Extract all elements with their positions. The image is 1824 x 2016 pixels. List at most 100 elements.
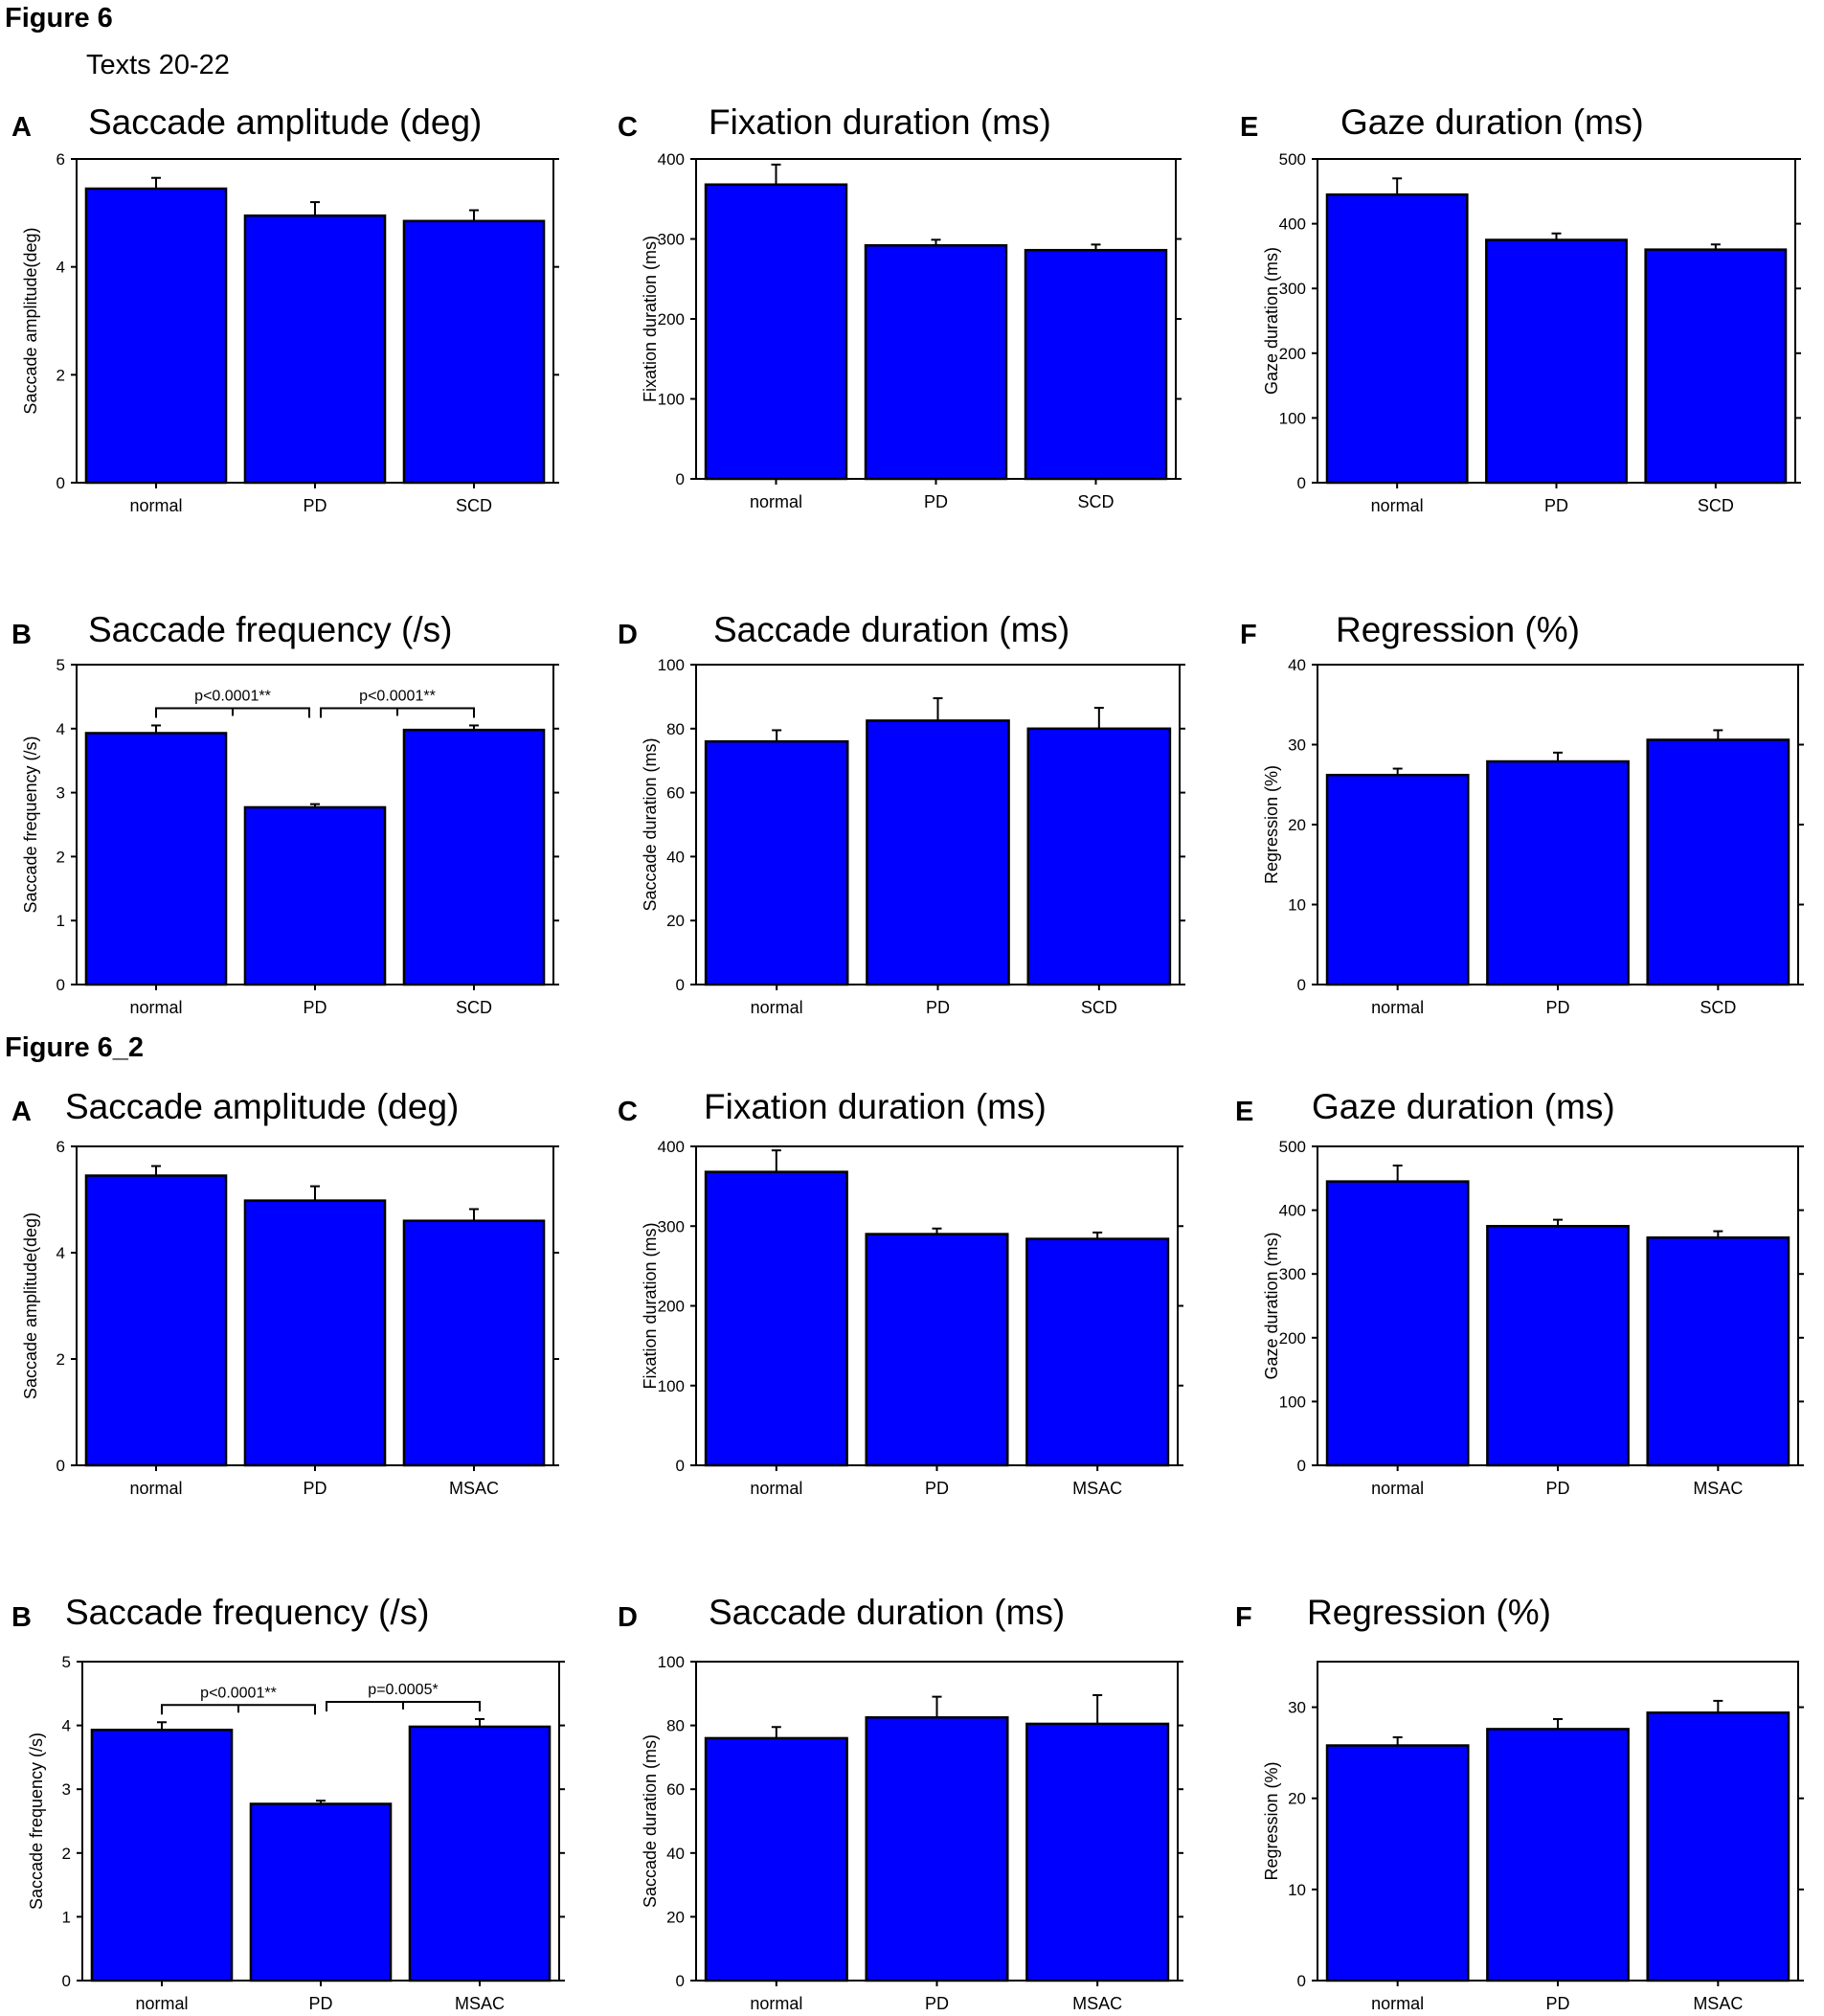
x-tick-label: PD xyxy=(1545,998,1569,1017)
panel-letter: A xyxy=(11,1097,32,1127)
y-tick-label: 0 xyxy=(676,1457,685,1475)
x-tick-label: normal xyxy=(750,492,802,511)
chart-f2B: B Saccade frequency (/s) 0 1 2 3 4 5 Saccade fre… xyxy=(11,1593,565,2013)
significance-label: p<0.0001** xyxy=(359,688,436,704)
y-tick-label: 4 xyxy=(56,1244,65,1262)
bar-normal xyxy=(1325,193,1469,485)
bar-normal xyxy=(84,187,228,485)
y-axis-label: Saccade duration (ms) xyxy=(641,1734,660,1908)
chart-title: Regression (%) xyxy=(1336,610,1580,649)
x-tick-label: normal xyxy=(135,1994,188,2013)
x-tick-label: PD xyxy=(925,1479,949,1498)
bar-normal xyxy=(1325,1180,1470,1467)
significance-label: p<0.0001** xyxy=(200,1685,277,1701)
bar-normal xyxy=(704,739,849,986)
y-tick-label: 6 xyxy=(56,150,65,169)
chart-title: Fixation duration (ms) xyxy=(709,102,1051,142)
bar-PD xyxy=(1486,759,1630,986)
bar-PD xyxy=(865,1716,1009,1982)
x-tick-label: MSAC xyxy=(1072,1479,1122,1498)
y-tick-label: 300 xyxy=(1279,1265,1306,1283)
y-tick-label: 20 xyxy=(1288,1790,1306,1808)
chart-f1E: E Gaze duration (ms) 0 100 200 300 400 500 Gaze … xyxy=(1240,102,1801,515)
bar-normal xyxy=(1325,1744,1470,1982)
bar-PD xyxy=(865,1233,1009,1467)
y-tick-label: 0 xyxy=(676,1972,685,1990)
y-tick-label: 40 xyxy=(666,848,685,866)
y-tick-label: 2 xyxy=(56,366,65,384)
bar-PD xyxy=(249,1802,393,1982)
x-tick-label: normal xyxy=(129,998,182,1017)
y-axis-label: Gaze duration (ms) xyxy=(1262,247,1281,395)
bar-SCD xyxy=(1024,248,1168,481)
y-tick-label: 80 xyxy=(666,1717,685,1735)
y-tick-label: 200 xyxy=(1279,1329,1306,1348)
y-tick-label: 60 xyxy=(666,1780,685,1799)
y-tick-label: 3 xyxy=(56,784,65,803)
y-tick-label: 6 xyxy=(56,1138,65,1156)
y-tick-label: 40 xyxy=(1288,656,1306,674)
x-tick-label: PD xyxy=(303,1479,327,1498)
x-tick-label: normal xyxy=(129,496,182,515)
y-tick-label: 400 xyxy=(1279,1202,1306,1220)
x-tick-label: normal xyxy=(750,1994,802,2013)
bar-PD xyxy=(243,805,387,986)
y-axis-label: Fixation duration (ms) xyxy=(641,236,660,402)
chart-title: Gaze duration (ms) xyxy=(1340,102,1644,142)
y-tick-label: 10 xyxy=(1288,896,1306,915)
bar-PD xyxy=(243,1199,387,1467)
chart-f2E: E Gaze duration (ms) 0 100 200 300 400 500 Gaze … xyxy=(1235,1087,1804,1498)
x-tick-label: SCD xyxy=(1077,492,1114,511)
y-tick-label: 20 xyxy=(1288,816,1306,834)
y-tick-label: 5 xyxy=(56,656,65,674)
bar-PD xyxy=(866,719,1010,986)
chart-title: Saccade frequency (/s) xyxy=(88,610,452,649)
bar-PD xyxy=(1486,1225,1630,1467)
x-tick-label: PD xyxy=(926,998,950,1017)
significance-label: p<0.0001** xyxy=(194,688,271,704)
y-tick-label: 200 xyxy=(1279,345,1306,363)
panel-letter: C xyxy=(618,1097,638,1127)
y-tick-label: 0 xyxy=(56,976,65,994)
significance-label: p=0.0005* xyxy=(368,1682,438,1698)
x-tick-label: normal xyxy=(1371,998,1424,1017)
chart-f1F: F Regression (%) 0 10 20 30 40 Regression (%) no… xyxy=(1240,610,1804,1017)
x-tick-label: MSAC xyxy=(455,1994,505,2013)
bar-PD xyxy=(1486,1728,1630,1982)
y-axis-label: Saccade frequency (/s) xyxy=(27,1733,46,1910)
bar-normal xyxy=(84,1174,228,1467)
y-tick-label: 60 xyxy=(666,784,685,803)
panel-letter: E xyxy=(1235,1097,1253,1127)
panel-letter: D xyxy=(618,1602,638,1633)
bar-MSAC xyxy=(1025,1722,1170,1982)
x-tick-label: MSAC xyxy=(449,1479,499,1498)
bar-normal xyxy=(704,1736,848,1982)
y-tick-label: 400 xyxy=(658,1138,685,1156)
y-tick-label: 0 xyxy=(56,474,65,492)
y-tick-label: 0 xyxy=(1297,1972,1306,1990)
y-tick-label: 100 xyxy=(1279,1393,1306,1411)
bar-normal xyxy=(84,732,228,986)
chart-f1A: A Saccade amplitude (deg) 0 2 4 6 Saccade ampl… xyxy=(11,102,559,515)
bar-MSAC xyxy=(402,1219,546,1467)
y-tick-label: 5 xyxy=(62,1653,71,1671)
x-tick-label: SCD xyxy=(456,496,492,515)
y-tick-label: 80 xyxy=(666,720,685,738)
bar-SCD xyxy=(1646,738,1790,986)
chart-title: Saccade frequency (/s) xyxy=(65,1593,429,1632)
y-tick-label: 0 xyxy=(1297,976,1306,994)
y-axis-label: Saccade amplitude(deg) xyxy=(21,1212,40,1399)
y-tick-label: 200 xyxy=(658,1298,685,1316)
figure-2-label: Figure 6_2 xyxy=(5,1032,145,1063)
y-tick-label: 400 xyxy=(1279,215,1306,234)
x-tick-label: normal xyxy=(751,998,803,1017)
y-tick-label: 0 xyxy=(1297,1457,1306,1475)
bar-SCD xyxy=(1644,248,1788,485)
y-axis-label: Regression (%) xyxy=(1262,765,1281,884)
chart-f1C: C Fixation duration (ms) 0 100 200 300 400 Fixa… xyxy=(618,102,1182,511)
x-tick-label: normal xyxy=(129,1479,182,1498)
panel-letter: F xyxy=(1235,1602,1252,1633)
y-axis-label: Saccade amplitude(deg) xyxy=(21,227,40,414)
bar-MSAC xyxy=(1025,1237,1170,1467)
